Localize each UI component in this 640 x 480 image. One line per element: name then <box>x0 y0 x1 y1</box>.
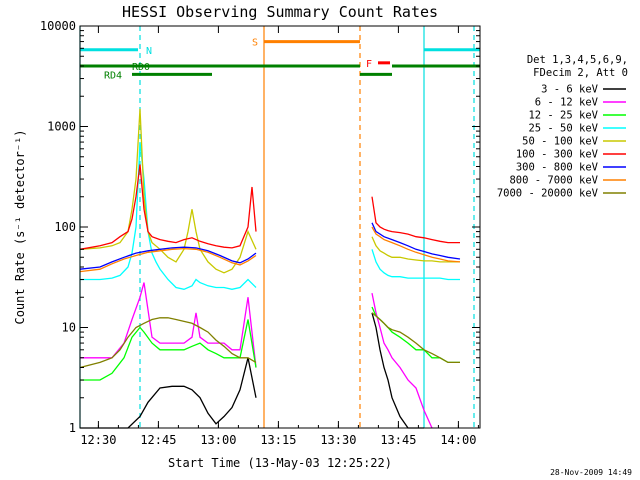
status-label-f: F <box>366 59 372 70</box>
y-tick-label-4: 10000 <box>40 19 76 33</box>
x-tick-label-0: 12:30 <box>80 433 116 447</box>
series-line-7-seg-0 <box>79 247 257 273</box>
y-axis-label: Count Rate (s⁻¹ detector⁻¹) <box>13 129 27 324</box>
vertical-markers <box>79 26 475 428</box>
series-line-7-seg-1 <box>371 226 461 263</box>
legend-label-0: 3 - 6 keV <box>541 84 599 96</box>
legend-label-4: 50 - 100 keV <box>522 136 599 148</box>
series-line-8-seg-0 <box>79 317 257 369</box>
series-line-6-seg-1 <box>371 222 461 260</box>
status-label-rd4: RD4 <box>104 70 122 81</box>
status-label-rd0: RD0 <box>132 62 150 73</box>
status-label-n: N <box>146 46 152 57</box>
series-line-3-seg-1 <box>371 249 460 281</box>
series-line-6-seg-0 <box>79 246 257 270</box>
x-tick-label-2: 13:00 <box>200 433 236 447</box>
x-axis-ticks: 12:30 12:45 13:00 13:15 13:30 13:45 14:00 <box>80 26 479 447</box>
status-label-s: S <box>252 38 258 49</box>
series-line-0-seg-1 <box>371 312 424 429</box>
y-tick-label-0: 1 <box>69 421 76 435</box>
legend-label-2: 12 - 25 keV <box>528 110 598 122</box>
series-line-2-seg-1 <box>371 306 460 364</box>
series-line-5-seg-1 <box>371 196 460 244</box>
series-lines <box>79 108 461 429</box>
x-tick-label-5: 13:45 <box>380 433 416 447</box>
y-tick-label-2: 100 <box>54 220 76 234</box>
series-line-1-seg-0 <box>80 282 257 368</box>
y-axis-ticks: 1 10 100 1000 10000 <box>40 19 480 435</box>
x-tick-label-1: 12:45 <box>140 433 176 447</box>
series-line-1-seg-1 <box>371 292 433 429</box>
legend-label-7: 800 - 7000 keV <box>509 175 598 187</box>
y-tick-label-1: 10 <box>62 321 76 335</box>
chart-title: HESSI Observing Summary Count Rates <box>122 3 438 21</box>
legend-header-line-2: FDecim 2, Att 0 <box>533 67 628 79</box>
series-line-3-seg-0 <box>80 142 257 290</box>
footer-timestamp: 28-Nov-2009 14:49 <box>550 468 632 477</box>
legend-label-1: 6 - 12 keV <box>535 97 599 109</box>
series-line-0-seg-0 <box>80 357 257 429</box>
x-tick-label-4: 13:30 <box>320 433 356 447</box>
legend-label-6: 300 - 800 keV <box>516 162 599 174</box>
series-line-4-seg-1 <box>371 236 460 263</box>
legend-header-line-1: Det 1,3,4,5,6,9, <box>527 54 628 66</box>
series-line-8-seg-1 <box>371 312 460 364</box>
x-tick-label-3: 13:15 <box>260 433 296 447</box>
legend-label-8: 7000 - 20000 keV <box>497 188 599 200</box>
series-line-2-seg-0 <box>80 319 257 381</box>
x-tick-label-6: 14:00 <box>440 433 476 447</box>
status-bars: N S F RD0 RD4 <box>80 38 480 81</box>
x-axis-label: Start Time (13-May-03 12:25:22) <box>168 456 392 470</box>
legend-label-3: 25 - 50 keV <box>528 123 598 135</box>
legend: Det 1,3,4,5,6,9, FDecim 2, Att 0 3 - 6 k… <box>497 54 628 200</box>
legend-label-5: 100 - 300 keV <box>516 149 599 161</box>
series-line-5-seg-0 <box>79 164 257 250</box>
y-tick-label-3: 1000 <box>47 120 76 134</box>
